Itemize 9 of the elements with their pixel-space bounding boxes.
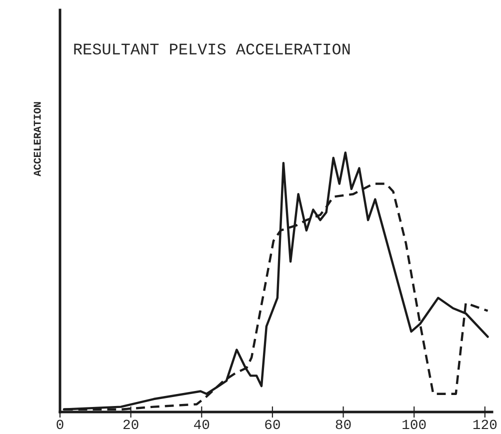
x-tick-label: 0 <box>56 420 64 430</box>
x-tick-label: 120 <box>473 420 497 430</box>
x-tick-label: 20 <box>123 420 138 430</box>
chart-title: RESULTANT PELVIS ACCELERATION <box>74 44 350 54</box>
x-tick-label: 40 <box>194 420 210 430</box>
y-axis-title: ACCELERATION <box>34 102 41 176</box>
x-tick-label: 60 <box>265 420 280 430</box>
x-tick-label: 100 <box>402 420 426 430</box>
x-tick-label: 80 <box>336 420 351 430</box>
